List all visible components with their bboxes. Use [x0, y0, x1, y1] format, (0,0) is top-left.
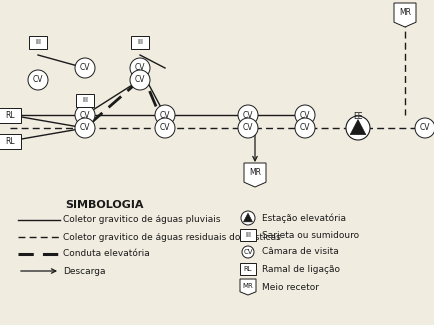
Text: CV: CV — [243, 111, 253, 120]
FancyBboxPatch shape — [76, 94, 94, 107]
Circle shape — [238, 118, 258, 138]
Text: RL: RL — [5, 136, 15, 146]
Circle shape — [241, 211, 255, 225]
Circle shape — [155, 105, 175, 125]
Text: CV: CV — [243, 124, 253, 133]
Text: CV: CV — [243, 249, 253, 255]
Text: III: III — [245, 232, 251, 238]
Text: CV: CV — [300, 111, 310, 120]
Polygon shape — [350, 120, 366, 135]
Circle shape — [155, 118, 175, 138]
Text: Conduta elevatória: Conduta elevatória — [63, 250, 150, 258]
Circle shape — [130, 70, 150, 90]
Circle shape — [28, 70, 48, 90]
Text: Câmara de visita: Câmara de visita — [262, 248, 339, 256]
Text: CV: CV — [135, 75, 145, 84]
Text: MR: MR — [249, 168, 261, 177]
Polygon shape — [240, 279, 256, 295]
Text: Meio recetor: Meio recetor — [262, 282, 319, 292]
Text: CV: CV — [80, 63, 90, 72]
Text: Ramal de ligação: Ramal de ligação — [262, 265, 340, 274]
Text: RL: RL — [5, 111, 15, 120]
Text: Sarjeta ou sumidouro: Sarjeta ou sumidouro — [262, 230, 359, 240]
FancyBboxPatch shape — [240, 229, 256, 241]
FancyBboxPatch shape — [240, 263, 256, 275]
Circle shape — [75, 118, 95, 138]
Circle shape — [238, 105, 258, 125]
Text: Coletor gravitico de águas residuais domésticas: Coletor gravitico de águas residuais dom… — [63, 232, 281, 242]
Polygon shape — [243, 213, 253, 222]
Text: MR: MR — [243, 283, 253, 289]
Circle shape — [415, 118, 434, 138]
Text: Descarga: Descarga — [63, 266, 105, 276]
Circle shape — [75, 58, 95, 78]
Circle shape — [130, 58, 150, 78]
Text: CV: CV — [160, 124, 170, 133]
Text: CV: CV — [160, 111, 170, 120]
Text: CV: CV — [33, 75, 43, 84]
Text: CV: CV — [300, 124, 310, 133]
Circle shape — [242, 246, 254, 258]
Text: EE: EE — [353, 112, 363, 122]
FancyBboxPatch shape — [0, 108, 21, 123]
Text: III: III — [35, 39, 41, 45]
FancyBboxPatch shape — [29, 35, 47, 48]
Text: CV: CV — [80, 111, 90, 120]
FancyBboxPatch shape — [0, 134, 21, 149]
Circle shape — [295, 105, 315, 125]
FancyBboxPatch shape — [131, 35, 149, 48]
Text: RL: RL — [243, 266, 252, 272]
Text: CV: CV — [80, 124, 90, 133]
Text: Estação elevatória: Estação elevatória — [262, 213, 346, 223]
Polygon shape — [394, 3, 416, 27]
Text: III: III — [82, 97, 88, 103]
Text: CV: CV — [420, 124, 430, 133]
Text: MR: MR — [399, 8, 411, 17]
Text: SIMBOLOGIA: SIMBOLOGIA — [66, 200, 144, 210]
Circle shape — [346, 116, 370, 140]
Text: III: III — [137, 39, 143, 45]
Circle shape — [75, 105, 95, 125]
Polygon shape — [244, 163, 266, 187]
Text: CV: CV — [135, 63, 145, 72]
Text: Coletor gravitico de águas pluviais: Coletor gravitico de águas pluviais — [63, 215, 220, 225]
Circle shape — [295, 118, 315, 138]
